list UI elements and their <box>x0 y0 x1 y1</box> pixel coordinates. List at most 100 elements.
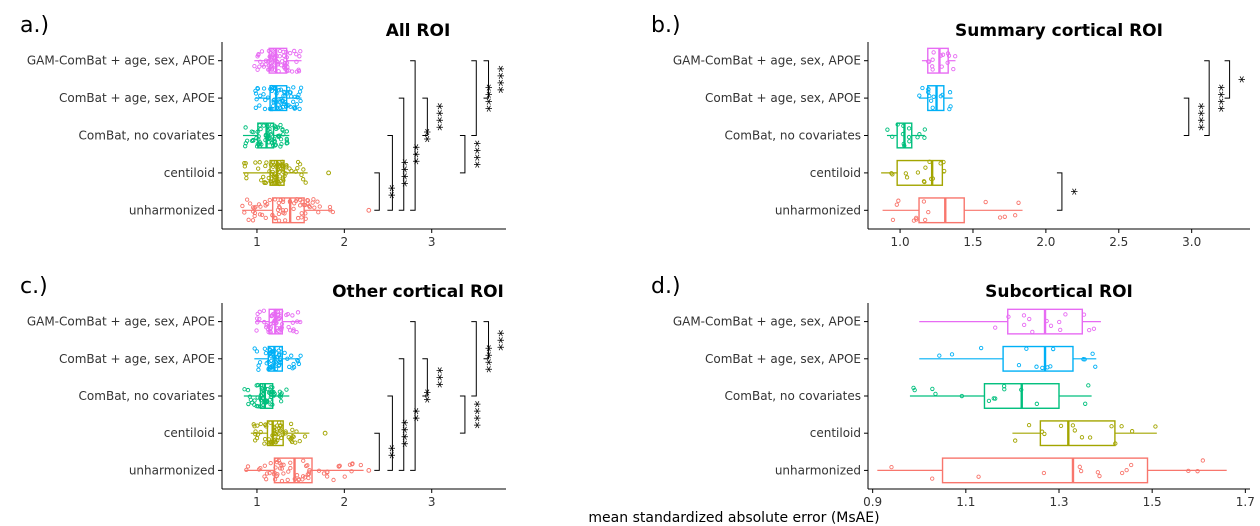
panel-a-all-roi: a.) All ROI 1 2 3 GAM-ComBat + age, sex, APOE… <box>20 13 506 249</box>
data-point <box>254 144 260 149</box>
data-point <box>306 203 312 209</box>
data-point <box>906 134 912 140</box>
data-point <box>255 311 260 317</box>
data-point <box>293 169 298 174</box>
significance-bracket <box>471 60 477 136</box>
data-point <box>282 173 287 179</box>
data-point <box>915 135 920 140</box>
data-point <box>257 212 263 217</box>
data-point <box>262 180 267 185</box>
data-point <box>273 465 278 470</box>
data-point <box>252 424 257 429</box>
data-point <box>277 205 282 210</box>
data-point <box>289 439 295 445</box>
data-point <box>291 361 296 367</box>
data-point <box>277 133 282 138</box>
data-point <box>1022 322 1027 327</box>
data-point <box>272 171 278 176</box>
significance-bracket <box>483 321 490 360</box>
data-point <box>301 202 307 208</box>
data-point <box>315 199 320 204</box>
y-tick-label: centiloid <box>810 426 861 440</box>
data-point <box>302 434 308 439</box>
significance-bracket <box>1183 97 1190 136</box>
data-point <box>298 98 303 104</box>
data-point <box>279 478 285 484</box>
data-point <box>255 395 260 400</box>
data-point <box>901 141 906 147</box>
significance-label: **** <box>1210 84 1226 112</box>
data-point <box>1021 313 1027 318</box>
data-point <box>292 94 298 100</box>
data-point <box>268 179 274 184</box>
data-point <box>890 134 895 139</box>
data-point <box>903 171 908 176</box>
data-point <box>275 60 281 65</box>
data-point <box>270 402 275 407</box>
significance-bracket <box>471 321 477 397</box>
data-point <box>945 60 950 65</box>
data-point <box>317 204 322 209</box>
data-point <box>930 386 935 392</box>
box <box>1002 345 1074 372</box>
data-point <box>890 172 895 177</box>
data-point <box>244 172 249 177</box>
data-point <box>917 132 922 137</box>
data-point <box>284 141 289 146</box>
data-point <box>270 321 275 326</box>
data-point <box>258 466 263 471</box>
data-point <box>295 215 301 221</box>
data-point <box>266 175 271 181</box>
data-point <box>253 429 258 434</box>
data-point <box>296 477 301 483</box>
data-point <box>282 218 288 223</box>
data-point <box>258 421 263 427</box>
data-point <box>1079 435 1085 440</box>
data-point <box>243 161 248 166</box>
data-point <box>262 436 268 442</box>
data-point <box>268 460 273 466</box>
data-point <box>262 346 268 351</box>
data-point <box>244 197 250 202</box>
x-tick-label: 3 <box>428 495 436 509</box>
data-point <box>287 199 293 205</box>
data-point <box>263 477 269 482</box>
data-point <box>286 469 291 474</box>
data-point <box>258 59 263 64</box>
data-point <box>287 166 292 171</box>
significance-label: **** <box>428 103 444 131</box>
data-point <box>297 162 303 167</box>
significance-bracket <box>483 60 490 99</box>
panel-c-other-cortical-roi: c.) Other cortical ROI 1 2 3 GAM-ComBat + age… <box>20 274 506 509</box>
panel-label: b.) <box>651 13 681 38</box>
data-point <box>1186 468 1191 474</box>
data-point <box>1113 441 1118 446</box>
data-point <box>290 320 295 325</box>
data-point <box>273 86 278 91</box>
data-point <box>1048 323 1054 328</box>
data-point <box>272 97 277 102</box>
y-tick-label: ComBat, no covariates <box>79 389 215 403</box>
data-point <box>271 360 276 365</box>
data-point <box>1039 429 1045 434</box>
data-point <box>926 209 931 215</box>
data-point <box>253 105 258 110</box>
data-point <box>914 215 919 221</box>
data-point <box>255 320 260 325</box>
data-point <box>295 165 300 171</box>
data-point <box>284 138 289 143</box>
data-point <box>942 168 947 174</box>
data-point <box>242 210 247 215</box>
data-point <box>1002 214 1007 219</box>
data-point <box>279 141 284 147</box>
significance-label: **** <box>393 419 409 447</box>
y-tick-label: ComBat + age, sex, APOE <box>705 91 861 105</box>
data-point <box>284 136 289 142</box>
data-point <box>266 359 271 364</box>
data-point <box>303 216 308 221</box>
data-point <box>280 208 286 213</box>
data-point <box>247 201 253 206</box>
data-point <box>926 90 931 95</box>
data-point <box>258 429 263 435</box>
data-point <box>265 386 270 392</box>
